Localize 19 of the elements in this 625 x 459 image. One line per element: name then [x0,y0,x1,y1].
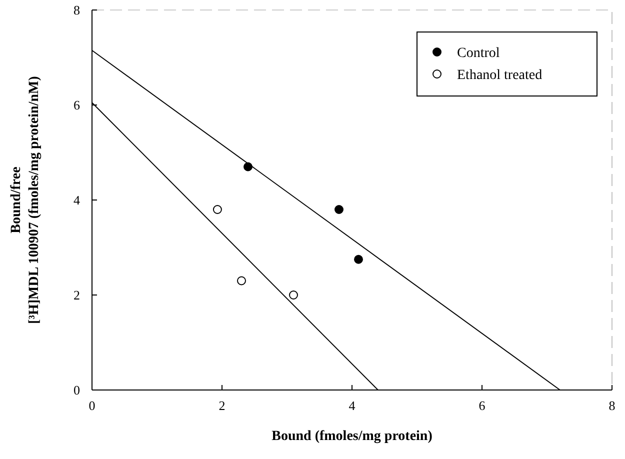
y-axis-title: Bound/free [³H]MDL 100907 (fmoles/mg protein/nM) [9,76,42,324]
point [354,254,363,264]
y-tick-label: 4 [74,192,80,208]
x-tick-label: 8 [608,398,616,413]
point [289,290,298,300]
x-tick-label: 2 [218,398,226,413]
point [334,205,344,214]
point [212,205,222,214]
y-tick-label: 2 [74,288,80,303]
x-axis-title: Bound (fmoles/mg protein) [272,429,433,444]
legend-label: Control [457,46,500,61]
point [237,276,246,286]
x-tick-label: 6 [478,398,486,413]
y-tick-label: 8 [74,2,80,18]
legend-label: Ethanol treated [457,68,542,83]
x-tick-label: 4 [348,398,356,413]
y-tick-label: 0 [74,382,80,398]
x-tick-label: 0 [88,398,96,413]
y-tick-label: 6 [74,98,80,113]
